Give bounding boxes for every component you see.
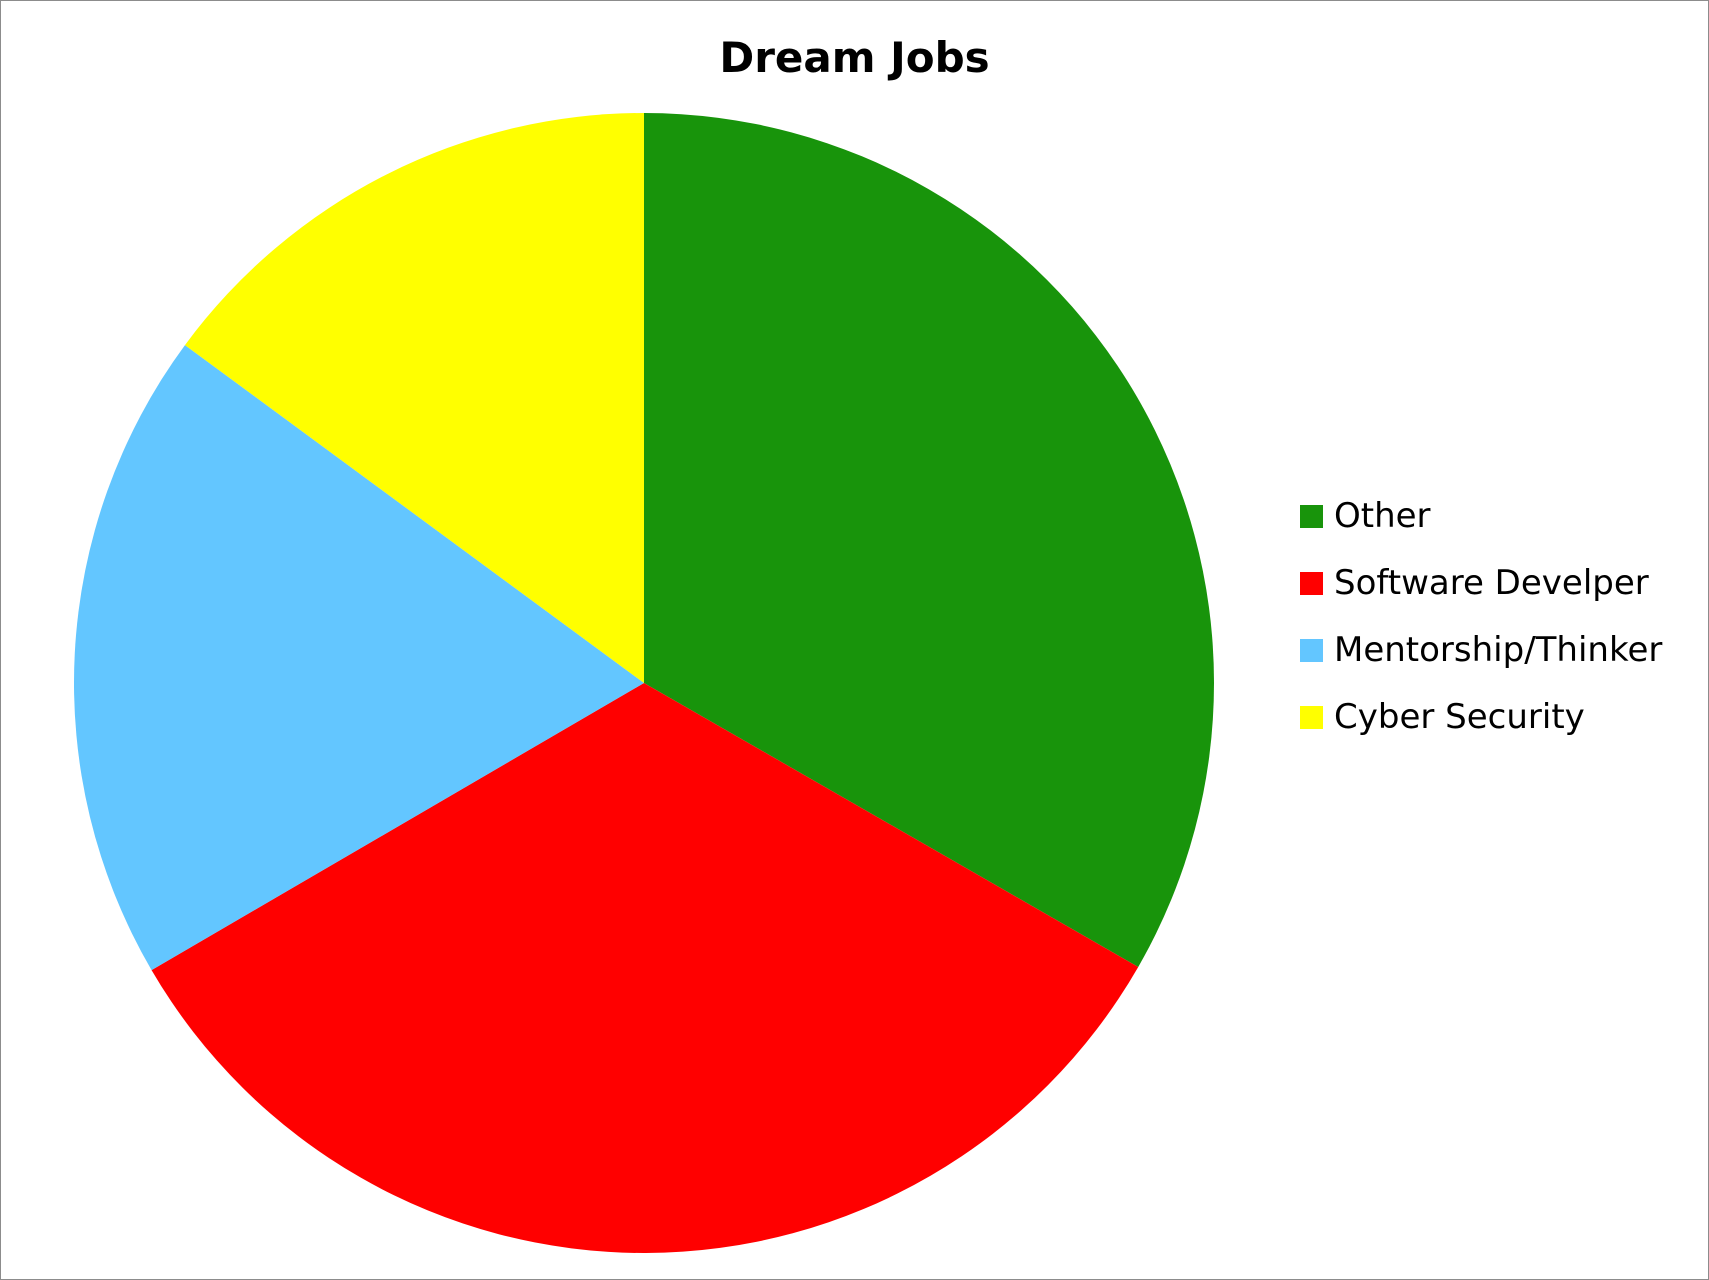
chart-title: Dream Jobs <box>719 33 990 82</box>
chart-legend: Other Software Develper Mentorship/Thinker… <box>1300 496 1662 764</box>
pie-slice-cyber-security <box>184 113 644 683</box>
pie-slice-mentorship-thinker <box>73 345 645 971</box>
legend-item-other: Other <box>1300 496 1662 536</box>
legend-item-mentorship-thinker: Mentorship/Thinker <box>1300 630 1662 670</box>
legend-swatch <box>1300 705 1323 729</box>
legend-label: Software Develper <box>1334 563 1649 603</box>
legend-label: Cyber Security <box>1334 697 1585 737</box>
legend-item-cyber-security: Cyber Security <box>1300 697 1662 737</box>
legend-swatch <box>1300 571 1323 595</box>
pie-slice-other <box>644 113 1215 967</box>
legend-label: Other <box>1334 496 1431 536</box>
legend-swatch <box>1300 638 1323 662</box>
legend-item-software-develper: Software Develper <box>1300 563 1662 603</box>
legend-swatch <box>1300 504 1323 528</box>
pie-slice-software-develper <box>151 683 1139 1254</box>
legend-label: Mentorship/Thinker <box>1334 630 1663 670</box>
